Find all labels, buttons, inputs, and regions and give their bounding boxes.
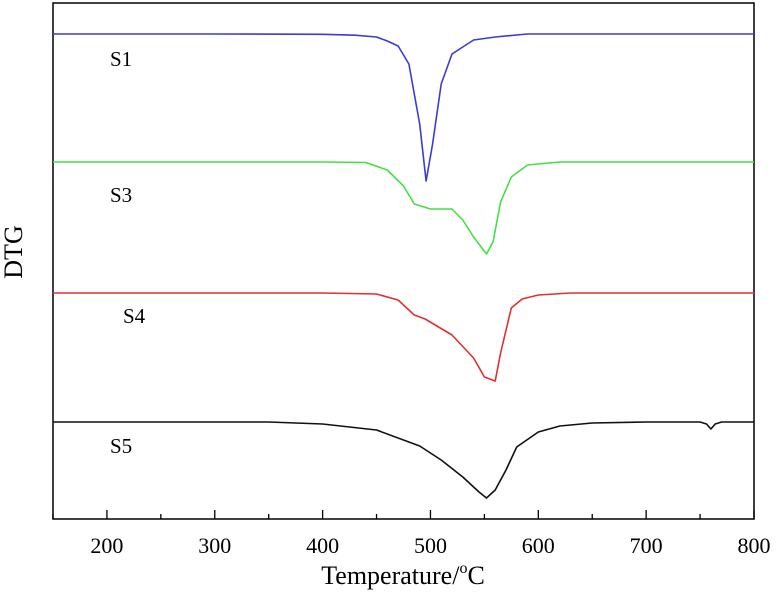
x-axis-title-unit: C	[467, 561, 484, 590]
series-line-s3	[53, 161, 754, 255]
x-axis-ticks: 200 300 400 500 600 700 800	[52, 510, 771, 558]
x-tick-label: 600	[522, 533, 555, 558]
x-tick-label: 300	[198, 533, 231, 558]
x-tick-label: 500	[414, 533, 447, 558]
series-label-s3: S3	[110, 183, 132, 207]
series-group	[53, 33, 754, 499]
x-tick-label: 200	[90, 533, 123, 558]
series-label-s1: S1	[110, 47, 132, 71]
series-line-s4	[53, 292, 754, 382]
series-line-s1	[53, 33, 754, 182]
x-tick-label: 400	[306, 533, 339, 558]
series-label-s4: S4	[123, 304, 146, 328]
x-axis-title: Temperature/oC	[321, 560, 485, 590]
x-axis-title-superscript: o	[459, 560, 467, 577]
series-labels: S1 S3 S4 S5	[110, 47, 146, 458]
x-tick-label: 700	[630, 533, 663, 558]
plot-area-frame	[52, 2, 755, 520]
x-tick-label: 800	[738, 533, 771, 558]
series-label-s5: S5	[110, 434, 132, 458]
y-axis-title: DTG	[0, 225, 28, 278]
series-line-s5	[53, 421, 754, 499]
x-axis-title-main: Temperature/	[321, 561, 460, 590]
